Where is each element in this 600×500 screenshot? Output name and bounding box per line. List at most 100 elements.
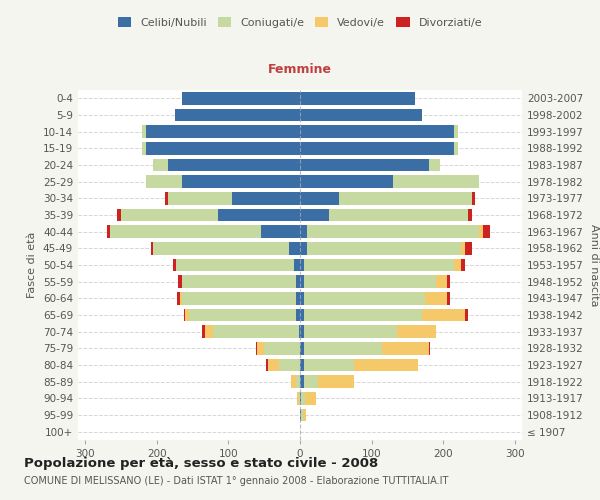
Bar — [266, 359, 268, 371]
Bar — [296, 276, 300, 288]
Bar — [257, 342, 264, 354]
Bar — [303, 409, 307, 421]
Bar — [290, 376, 296, 388]
Bar — [300, 409, 301, 421]
Bar — [397, 326, 436, 338]
Bar — [205, 326, 212, 338]
Bar — [146, 142, 300, 154]
Bar — [304, 259, 454, 271]
Bar — [429, 342, 430, 354]
Bar — [153, 159, 167, 171]
Bar — [299, 326, 300, 338]
Bar — [232, 192, 300, 204]
Bar — [461, 259, 465, 271]
Bar — [299, 392, 300, 404]
Bar — [178, 276, 182, 288]
Bar — [264, 342, 300, 354]
Text: Popolazione per età, sesso e stato civile - 2008: Popolazione per età, sesso e stato civil… — [24, 458, 378, 470]
Bar — [465, 308, 468, 322]
Bar — [153, 242, 289, 254]
Bar — [307, 226, 479, 238]
Bar — [447, 292, 451, 304]
Bar — [340, 192, 472, 204]
Bar — [482, 226, 490, 238]
Bar — [146, 126, 300, 138]
Bar — [256, 342, 257, 354]
Bar — [468, 209, 472, 221]
Bar — [354, 359, 418, 371]
Bar — [212, 326, 299, 338]
Bar — [166, 192, 167, 204]
Bar — [110, 226, 260, 238]
Bar — [300, 308, 304, 322]
Bar — [300, 359, 304, 371]
Bar — [142, 126, 146, 138]
Bar — [300, 259, 304, 271]
Bar — [176, 259, 294, 271]
Bar — [296, 292, 300, 304]
Bar — [393, 176, 479, 188]
Bar — [278, 359, 300, 371]
Bar — [382, 342, 429, 354]
Bar — [142, 142, 146, 154]
Bar — [182, 276, 296, 288]
Bar — [167, 159, 300, 171]
Y-axis label: Fasce di età: Fasce di età — [28, 232, 37, 298]
Bar — [307, 242, 461, 254]
Bar — [300, 392, 301, 404]
Bar — [305, 392, 316, 404]
Bar — [296, 376, 300, 388]
Bar — [177, 292, 181, 304]
Bar — [202, 326, 205, 338]
Bar — [304, 376, 318, 388]
Bar — [300, 326, 304, 338]
Bar — [260, 226, 300, 238]
Bar — [218, 209, 300, 221]
Bar — [429, 159, 440, 171]
Text: COMUNE DI MELISSANO (LE) - Dati ISTAT 1° gennaio 2008 - Elaborazione TUTTITALIA.: COMUNE DI MELISSANO (LE) - Dati ISTAT 1°… — [24, 476, 448, 486]
Bar — [454, 126, 458, 138]
Bar — [175, 109, 300, 121]
Bar — [297, 392, 299, 404]
Bar — [184, 308, 185, 322]
Bar — [296, 308, 300, 322]
Bar — [268, 359, 278, 371]
Bar — [182, 92, 300, 104]
Bar — [294, 259, 300, 271]
Bar — [304, 292, 425, 304]
Bar — [318, 376, 354, 388]
Bar — [189, 308, 296, 322]
Bar — [300, 126, 454, 138]
Bar — [107, 226, 110, 238]
Bar — [472, 192, 475, 204]
Bar — [118, 209, 121, 221]
Bar — [300, 159, 429, 171]
Bar — [304, 326, 397, 338]
Y-axis label: Anni di nascita: Anni di nascita — [589, 224, 599, 306]
Bar — [300, 109, 422, 121]
Bar — [461, 242, 465, 254]
Bar — [300, 242, 307, 254]
Bar — [304, 276, 436, 288]
Bar — [300, 92, 415, 104]
Bar — [425, 292, 447, 304]
Bar — [300, 209, 329, 221]
Bar — [185, 308, 189, 322]
Bar — [454, 259, 461, 271]
Bar — [289, 242, 300, 254]
Bar — [182, 176, 300, 188]
Bar — [121, 209, 218, 221]
Bar — [447, 276, 451, 288]
Bar — [304, 342, 382, 354]
Bar — [146, 176, 182, 188]
Bar — [301, 409, 303, 421]
Bar — [301, 392, 305, 404]
Bar — [300, 192, 340, 204]
Bar — [479, 226, 482, 238]
Bar — [181, 292, 182, 304]
Legend: Celibi/Nubili, Coniugati/e, Vedovi/e, Divorziati/e: Celibi/Nubili, Coniugati/e, Vedovi/e, Di… — [113, 13, 487, 32]
Bar — [300, 276, 304, 288]
Bar — [151, 242, 153, 254]
Bar — [182, 292, 296, 304]
Bar — [300, 376, 304, 388]
